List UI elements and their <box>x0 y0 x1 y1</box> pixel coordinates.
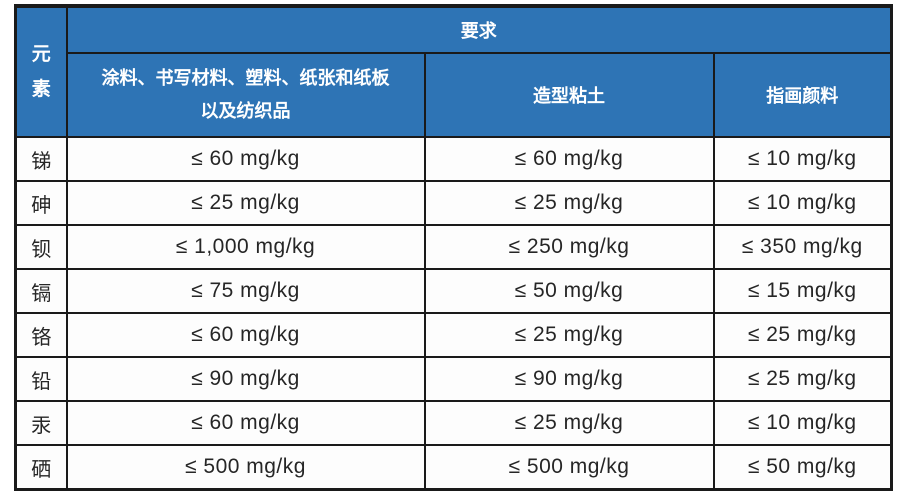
element-name: 锑 <box>14 136 68 182</box>
table-row-lead: 铅 ≤ 90 mg/kg ≤ 90 mg/kg ≤ 25 mg/kg <box>14 356 893 402</box>
table-row-selenium: 硒 ≤ 500 mg/kg ≤ 500 mg/kg ≤ 50 mg/kg <box>14 444 893 491</box>
limit-finger-paint: ≤ 25 mg/kg <box>712 356 893 402</box>
limit-coatings: ≤ 1,000 mg/kg <box>65 224 426 270</box>
limit-finger-paint: ≤ 10 mg/kg <box>712 136 893 182</box>
table-row-barium: 钡 ≤ 1,000 mg/kg ≤ 250 mg/kg ≤ 350 mg/kg <box>14 224 893 270</box>
table-row-cadmium: 镉 ≤ 75 mg/kg ≤ 50 mg/kg ≤ 15 mg/kg <box>14 268 893 314</box>
column-header-element: 元 素 <box>14 5 68 138</box>
limit-clay: ≤ 50 mg/kg <box>423 268 715 314</box>
element-name: 汞 <box>14 400 68 446</box>
table-row-antimony: 锑 ≤ 60 mg/kg ≤ 60 mg/kg ≤ 10 mg/kg <box>14 136 893 182</box>
column-header-requirement: 要求 <box>65 5 893 54</box>
limit-clay: ≤ 25 mg/kg <box>423 180 715 226</box>
table-row-chromium: 铬 ≤ 60 mg/kg ≤ 25 mg/kg ≤ 25 mg/kg <box>14 312 893 358</box>
limit-coatings: ≤ 60 mg/kg <box>65 312 426 358</box>
limit-coatings: ≤ 60 mg/kg <box>65 400 426 446</box>
column-header-element-line2: 素 <box>31 79 51 100</box>
column-header-finger-paint: 指画颜料 <box>712 52 893 138</box>
limit-finger-paint: ≤ 350 mg/kg <box>712 224 893 270</box>
header-row-categories: 涂料、书写材料、塑料、纸张和纸板 以及纺织品 造型粘土 指画颜料 <box>16 52 893 138</box>
limit-finger-paint: ≤ 50 mg/kg <box>712 444 893 491</box>
limit-coatings: ≤ 90 mg/kg <box>65 356 426 402</box>
column-header-element-line1: 元 <box>31 44 51 65</box>
limit-coatings: ≤ 25 mg/kg <box>65 180 426 226</box>
limit-clay: ≤ 25 mg/kg <box>423 312 715 358</box>
column-header-coatings: 涂料、书写材料、塑料、纸张和纸板 以及纺织品 <box>65 52 426 138</box>
limit-clay: ≤ 250 mg/kg <box>423 224 715 270</box>
header-row-requirement: 元 素 要求 <box>14 5 893 138</box>
limit-clay: ≤ 60 mg/kg <box>423 136 715 182</box>
limit-finger-paint: ≤ 15 mg/kg <box>712 268 893 314</box>
element-name: 砷 <box>14 180 68 226</box>
limit-coatings: ≤ 500 mg/kg <box>65 444 426 491</box>
limit-finger-paint: ≤ 25 mg/kg <box>712 312 893 358</box>
element-limits-table: 元 素 要求 涂料、书写材料、塑料、纸张和纸板 以及纺织品 造型粘土 指画颜料 … <box>14 4 894 491</box>
element-name: 钡 <box>14 224 68 270</box>
limit-coatings: ≤ 75 mg/kg <box>65 268 426 314</box>
column-header-coatings-line2: 以及纺织品 <box>200 101 291 121</box>
limit-finger-paint: ≤ 10 mg/kg <box>712 400 893 446</box>
limit-coatings: ≤ 60 mg/kg <box>65 136 426 182</box>
limit-finger-paint: ≤ 10 mg/kg <box>712 180 893 226</box>
element-name: 铅 <box>14 356 68 402</box>
limit-clay: ≤ 90 mg/kg <box>423 356 715 402</box>
element-name: 硒 <box>14 444 68 491</box>
element-name: 铬 <box>14 312 68 358</box>
limit-clay: ≤ 25 mg/kg <box>423 400 715 446</box>
table-row-arsenic: 砷 ≤ 25 mg/kg ≤ 25 mg/kg ≤ 10 mg/kg <box>14 180 893 226</box>
column-header-coatings-line1: 涂料、书写材料、塑料、纸张和纸板 <box>101 68 390 88</box>
limit-clay: ≤ 500 mg/kg <box>423 444 715 491</box>
column-header-modeling-clay: 造型粘土 <box>423 52 715 138</box>
table-row-mercury: 汞 ≤ 60 mg/kg ≤ 25 mg/kg ≤ 10 mg/kg <box>14 400 893 446</box>
element-name: 镉 <box>14 268 68 314</box>
